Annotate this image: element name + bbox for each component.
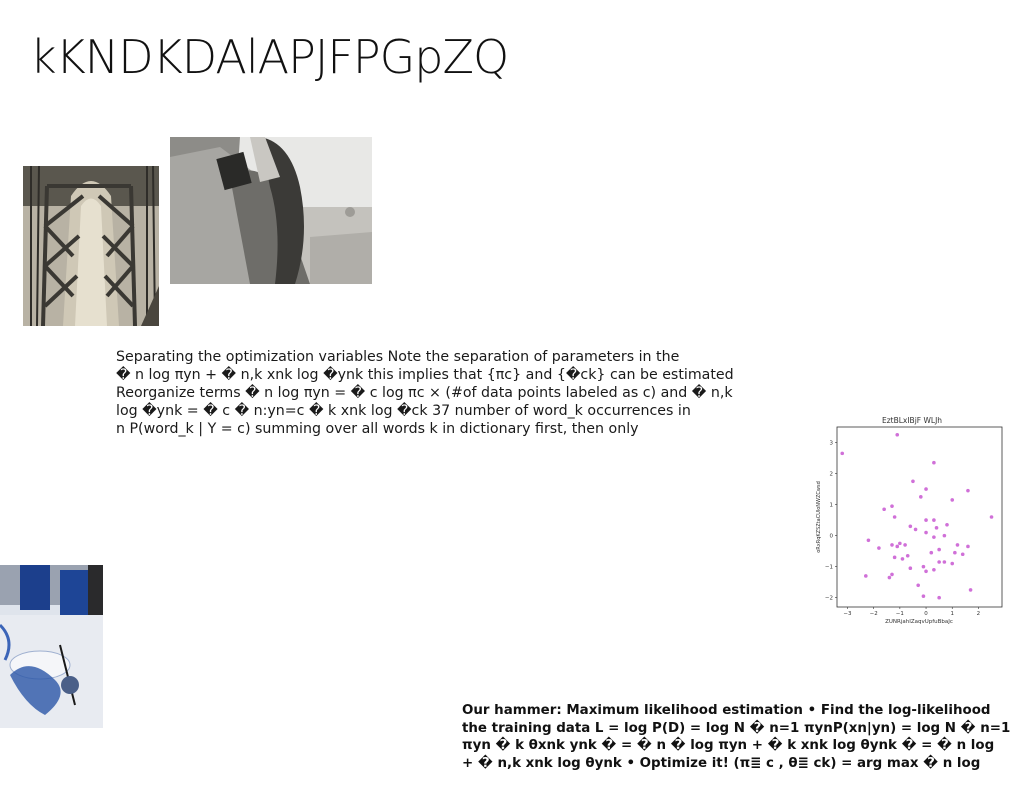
scatter-point: [934, 526, 939, 530]
x-tick-label: −1: [896, 611, 904, 617]
y-tick-label: −1: [825, 565, 833, 571]
scatter-point: [932, 460, 936, 465]
scatter-point: [895, 544, 900, 549]
body-text-line: Separating the optimization variables No…: [116, 349, 680, 365]
scatter-point: [887, 575, 892, 580]
scatter-chart: EztBLxIBjF WLJh oRxRqKZSZtaCUloNWZCwsd Z…: [812, 410, 1012, 630]
scatter-point: [905, 553, 910, 558]
scatter-point: [919, 495, 923, 499]
x-tick-label: 1: [950, 611, 954, 617]
scatter-point: [895, 432, 900, 437]
scatter-point: [921, 564, 926, 569]
scatter-point: [913, 527, 918, 532]
chart-title: EztBLxIBjF WLJh: [881, 416, 943, 425]
footer-text: Our hammer: Maximum likelihood estimatio…: [462, 702, 1024, 772]
scatter-point: [989, 515, 994, 519]
x-tick-label: −3: [843, 611, 852, 617]
scatter-point: [882, 507, 886, 512]
scatter-point: [864, 574, 868, 578]
slide-title: kKNDKDAlAPJFPGpZQ: [30, 30, 509, 84]
body-text-line: � n log πyn + � n,k xnk log �ynk this im…: [116, 367, 734, 383]
scatter-point: [950, 498, 955, 502]
scatter-point: [942, 533, 947, 538]
scatter-point: [937, 560, 941, 564]
body-text: Separating the optimization variables No…: [116, 348, 734, 438]
scatter-point: [900, 557, 905, 561]
scatter-point: [916, 583, 920, 588]
scatter-point: [945, 522, 949, 527]
scatter-point: [877, 546, 881, 550]
chart-ylabel: oRxRqKZSZtaCUloNWZCwsd: [816, 481, 822, 553]
chart-svg: oRxRqKZSZtaCUloNWZCwsd ZUNRjahIZaqvUpfuB…: [816, 426, 1003, 625]
x-tick-label: 2: [977, 611, 981, 617]
chart-xlabel: ZUNRjahIZaqvUpfuBbaJc: [885, 619, 953, 625]
scatter-point: [898, 541, 902, 546]
footer-text-line: + � n,k xnk log θynk • Optimize it! (π≣ …: [462, 755, 981, 771]
scatter-point: [932, 518, 936, 522]
woman-in-car-photo: [170, 137, 372, 284]
scatter-point: [890, 572, 894, 577]
x-tick-label: −2: [870, 611, 878, 617]
scatter-point: [892, 515, 897, 519]
body-text-line: log �ynk = � c � n:yn=c � k xnk log �ck …: [116, 403, 691, 419]
scatter-point: [892, 555, 897, 560]
scatter-point: [960, 552, 965, 557]
y-tick-label: −2: [825, 596, 833, 602]
scatter-point: [908, 566, 913, 571]
scatter-point: [942, 560, 947, 564]
footer-text-line: the training data L = log P(D) = log N �…: [462, 720, 1011, 736]
x-tick-label: 0: [924, 611, 928, 617]
scatter-point: [911, 479, 915, 484]
scatter-point: [953, 550, 957, 555]
blue-table-setting-photo: [0, 565, 103, 728]
bridge-tower-photo: [23, 166, 159, 326]
scatter-point: [968, 588, 973, 592]
scatter-point: [924, 487, 928, 491]
scatter-point: [932, 535, 936, 539]
footer-text-line: Our hammer: Maximum likelihood estimatio…: [462, 703, 991, 718]
scatter-point: [890, 543, 894, 547]
scatter-point: [950, 561, 955, 566]
scatter-point: [840, 451, 845, 456]
scatter-point: [937, 595, 941, 600]
y-tick-label: 3: [830, 441, 834, 447]
scatter-point: [890, 504, 894, 508]
y-tick-label: 0: [830, 534, 834, 540]
scatter-point: [924, 518, 928, 522]
scatter-point: [866, 538, 871, 543]
scatter-point: [921, 594, 926, 598]
body-text-line: Reorganize terms � n log πyn = � c log π…: [116, 385, 733, 401]
scatter-point: [924, 530, 928, 535]
body-text-line: n P(word_k | Y = c) summing over all wor…: [116, 421, 639, 437]
scatter-point: [966, 488, 970, 493]
footer-text-line: πyn � k θxnk ynk � = � n � log πyn + � k…: [462, 738, 995, 753]
scatter-point: [966, 544, 970, 549]
scatter-point: [908, 524, 913, 529]
y-tick-label: 1: [830, 503, 834, 509]
scatter-point: [955, 543, 960, 547]
scatter-point: [929, 550, 934, 555]
scatter-point: [937, 547, 941, 552]
scatter-point: [924, 569, 928, 574]
y-tick-label: 2: [830, 472, 834, 478]
scatter-point: [932, 567, 936, 572]
chart-plot-area: [836, 426, 1003, 608]
scatter-point: [903, 543, 907, 547]
